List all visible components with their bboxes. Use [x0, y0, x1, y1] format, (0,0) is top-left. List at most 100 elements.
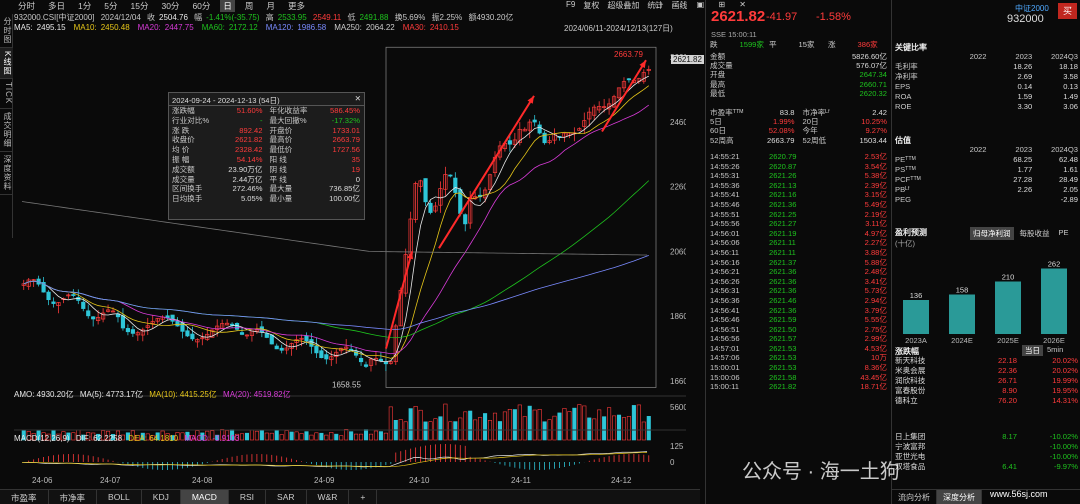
- tick-row[interactable]: 14:56:21 2621.36 2.48亿: [706, 267, 891, 277]
- indicator-tab[interactable]: 市净率: [49, 490, 98, 504]
- tick-row[interactable]: 14:56:36 2621.46 2.94亿: [706, 296, 891, 306]
- period-tab[interactable]: 60分: [192, 1, 211, 11]
- indicator-tab[interactable]: BOLL: [97, 490, 142, 504]
- pe-cell: 1.99%: [772, 117, 795, 127]
- candle-body: [145, 325, 150, 328]
- range-stats-popup[interactable]: 2024-09-24 - 2024-12-13 (54日) ✕ 涨跌幅 51.60…: [168, 92, 365, 220]
- mover-row[interactable]: 新天科技 22.18 20.02%: [892, 356, 1080, 366]
- tick-row[interactable]: 14:57:01 2621.53 4.53亿: [706, 344, 891, 354]
- toolbar-item[interactable]: 统计: [647, 1, 664, 10]
- year-header: 2024Q3: [1050, 145, 1078, 154]
- candle-body: [155, 317, 160, 322]
- chg-label: 幅: [194, 13, 203, 22]
- period-tab[interactable]: 日: [220, 0, 235, 12]
- vertical-tab[interactable]: 分时图: [0, 14, 13, 48]
- tick-row[interactable]: 14:56:01 2621.19 4.97亿: [706, 229, 891, 239]
- watermark: 公众号 · 海一土狗: [742, 461, 900, 483]
- footer-tab[interactable]: 深度分析: [937, 490, 982, 504]
- tick-row[interactable]: 14:55:36 2621.13 2.39亿: [706, 181, 891, 191]
- 5min-tab[interactable]: 5min: [1047, 345, 1064, 354]
- tick-row[interactable]: 14:55:56 2621.27 3.11亿: [706, 219, 891, 229]
- profit-tab[interactable]: 每股收益: [1019, 229, 1050, 238]
- mover-row[interactable]: 亚世光电 -10.00%: [892, 452, 1080, 462]
- mover-row[interactable]: 双塔食品 6.41 -9.97%: [892, 462, 1080, 472]
- window-controls[interactable]: ▢ ⛶ ▣ ⊞ ✕: [655, 0, 753, 9]
- high-value: 2533.95: [277, 13, 307, 22]
- tick-row[interactable]: 15:00:11 2621.82 18.71亿: [706, 382, 891, 392]
- tick-row[interactable]: 14:56:56 2621.57 2.99亿: [706, 334, 891, 344]
- tick-row[interactable]: 14:55:26 2620.87 3.54亿: [706, 162, 891, 172]
- today-tab[interactable]: 当日: [1022, 345, 1043, 356]
- toolbar-item[interactable]: 画线: [671, 1, 688, 10]
- toolbar-item[interactable]: F9: [566, 0, 576, 9]
- footer-tab[interactable]: 流向分析: [892, 490, 937, 504]
- tick-price: 2620.87: [769, 161, 797, 171]
- tick-row[interactable]: 14:56:46 2621.59 5.55亿: [706, 315, 891, 325]
- popup-row: 收盘价 2621.82 最高价 2663.79: [169, 135, 364, 145]
- mover-row[interactable]: 米奥会展 22.36 20.02%: [892, 366, 1080, 376]
- table-cell: 27.28: [1013, 175, 1033, 184]
- period-tab[interactable]: 更多: [287, 1, 305, 11]
- tick-time: 14:55:41: [710, 190, 740, 200]
- period-tab[interactable]: 周: [244, 1, 254, 11]
- indicator-tab[interactable]: KDJ: [142, 490, 181, 504]
- vertical-tab[interactable]: 深度资料: [0, 152, 13, 195]
- toolbar-item[interactable]: 超级叠加: [607, 1, 640, 10]
- vertical-tab[interactable]: TICK: [0, 79, 13, 109]
- tick-row[interactable]: 15:00:01 2621.53 8.36亿: [706, 363, 891, 373]
- tick-row[interactable]: 15:00:06 2621.58 43.45亿: [706, 373, 891, 383]
- mover-cell: 德科立: [895, 396, 918, 405]
- tick-row[interactable]: 14:55:51 2621.25 2.19亿: [706, 210, 891, 220]
- x-tick: 24-07: [100, 476, 121, 485]
- period-tab[interactable]: 月: [266, 1, 275, 11]
- mover-row[interactable]: 宁波富邦 -10.00%: [892, 442, 1080, 452]
- candle-body: [105, 309, 111, 312]
- period-tab[interactable]: 30分: [161, 1, 180, 11]
- toolbar-item[interactable]: 复权: [583, 1, 600, 10]
- popup-cell: 最大回撤%: [269, 115, 307, 125]
- stat-cell: 1599家: [739, 40, 765, 49]
- tick-row[interactable]: 14:55:41 2621.16 3.15亿: [706, 190, 891, 200]
- tick-row[interactable]: 14:56:41 2621.36 3.79亿: [706, 306, 891, 316]
- indicator-tab[interactable]: MACD: [180, 490, 229, 504]
- vertical-tab[interactable]: 成交明细: [0, 109, 13, 152]
- mover-row[interactable]: 德科立 76.20 14.31%: [892, 396, 1080, 406]
- indicator-tab[interactable]: SAR: [266, 490, 307, 504]
- period-tab[interactable]: 15分: [130, 1, 149, 11]
- tick-list[interactable]: 14:55:21 2620.79 2.53亿 14:55:26 2620.87 3.54亿…: [706, 152, 891, 392]
- tick-row[interactable]: 14:56:11 2621.11 3.88亿: [706, 248, 891, 258]
- vertical-tab[interactable]: K线图: [0, 48, 13, 80]
- tick-row[interactable]: 14:55:31 2621.26 5.38亿: [706, 171, 891, 181]
- period-tab[interactable]: 分时: [18, 1, 36, 11]
- period-tab[interactable]: 1分: [78, 1, 92, 11]
- tick-row[interactable]: 14:56:26 2621.36 3.41亿: [706, 277, 891, 287]
- tick-row[interactable]: 14:56:06 2621.11 2.27亿: [706, 238, 891, 248]
- buy-button[interactable]: 买: [1058, 3, 1077, 19]
- volume-bar: [636, 404, 641, 441]
- tick-row[interactable]: 14:55:46 2621.36 5.49亿: [706, 200, 891, 210]
- candle-body: [646, 68, 651, 71]
- mover-row[interactable]: 润欣科技 26.71 19.99%: [892, 376, 1080, 386]
- indicator-tab[interactable]: 市盈率: [0, 490, 49, 504]
- profit-tab[interactable]: PE: [1058, 228, 1069, 237]
- mover-row[interactable]: 日上集团 8.17 -10.02%: [892, 432, 1080, 442]
- losers-list[interactable]: 日上集团 8.17 -10.02% 宁波富邦 -10.00% 亚世光电 -10.00% 双塔食…: [892, 432, 1080, 472]
- profit-tab[interactable]: 归母净利润: [970, 227, 1014, 240]
- indicator-tab[interactable]: +: [349, 490, 378, 504]
- indicator-tab[interactable]: RSI: [229, 490, 267, 504]
- period-tab[interactable]: 5分: [104, 1, 118, 11]
- tick-row[interactable]: 14:55:21 2620.79 2.53亿: [706, 152, 891, 162]
- ohlc-table: 金额 5826.60亿 成交量 576.07亿 开盘 2647.34 最高 2660.71 最低…: [706, 52, 891, 98]
- kline-chart[interactable]: 2660246022602060186016601658.552663.7956…: [14, 34, 686, 490]
- close-icon[interactable]: ✕: [354, 94, 361, 103]
- gainers-list[interactable]: 新天科技 22.18 20.02% 米奥会展 22.36 20.02% 润欣科技 26.71 1…: [892, 356, 1080, 406]
- period-tab[interactable]: 多日: [48, 1, 66, 11]
- tick-time: 15:00:01: [710, 363, 740, 373]
- tick-row[interactable]: 14:56:16 2621.37 5.88亿: [706, 258, 891, 268]
- tick-row[interactable]: 14:56:51 2621.50 2.75亿: [706, 325, 891, 335]
- mover-row[interactable]: 富春股份 8.90 19.95%: [892, 386, 1080, 396]
- tick-row[interactable]: 14:57:06 2621.53 10万: [706, 353, 891, 363]
- indicator-tab[interactable]: W&R: [307, 490, 350, 504]
- tick-row[interactable]: 14:56:31 2621.36 5.73亿: [706, 286, 891, 296]
- vol-tick: 5600.00亿: [670, 402, 686, 412]
